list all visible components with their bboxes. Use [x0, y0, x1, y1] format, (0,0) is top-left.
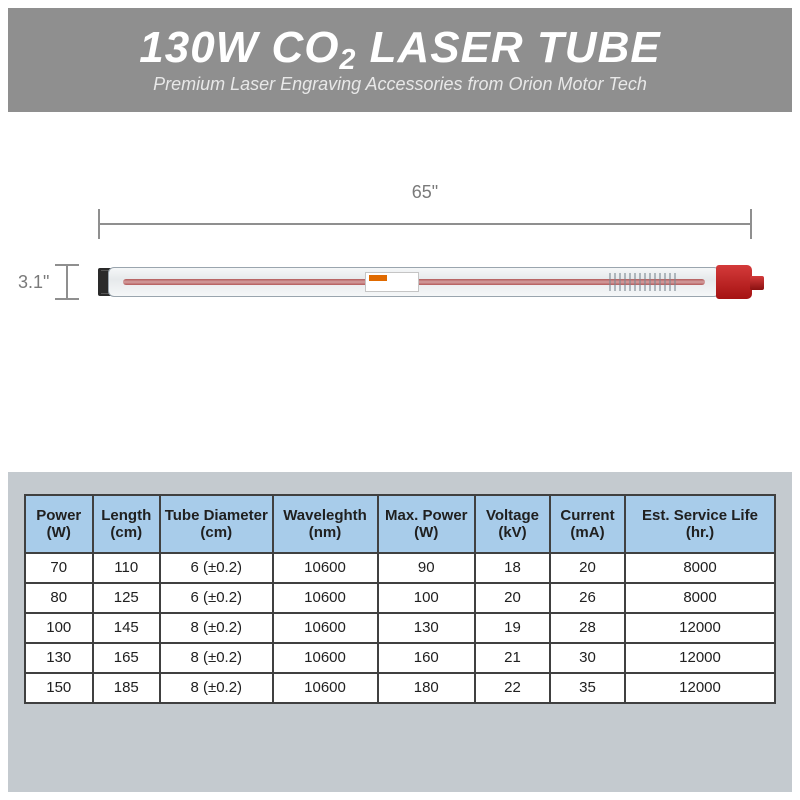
- tube-diagram: 65" 3.1": [18, 182, 782, 382]
- spec-table-head: Power(W)Length(cm)Tube Diameter(cm)Wavel…: [25, 495, 775, 553]
- spec-col-header-l2: (cm): [163, 524, 270, 541]
- table-cell: 130: [25, 643, 93, 673]
- table-cell: 12000: [625, 613, 775, 643]
- page-title: 130W CO2 LASER TUBE: [139, 26, 660, 70]
- spec-table-header-row: Power(W)Length(cm)Tube Diameter(cm)Wavel…: [25, 495, 775, 553]
- header-banner: 130W CO2 LASER TUBE Premium Laser Engrav…: [8, 8, 792, 112]
- table-cell: 160: [378, 643, 476, 673]
- spec-col-header: Length(cm): [93, 495, 161, 553]
- dimension-height-line: [55, 264, 79, 300]
- table-cell: 100: [25, 613, 93, 643]
- spec-col-header-l2: (cm): [96, 524, 158, 541]
- table-cell: 22: [475, 673, 550, 703]
- table-cell: 125: [93, 583, 161, 613]
- table-cell: 6 (±0.2): [160, 583, 273, 613]
- table-row: 801256 (±0.2)1060010020268000: [25, 583, 775, 613]
- table-cell: 10600: [273, 673, 378, 703]
- dimension-length-line: [98, 209, 752, 239]
- spec-col-header: Est. Service Life(hr.): [625, 495, 775, 553]
- table-cell: 12000: [625, 673, 775, 703]
- title-subscript: 2: [339, 44, 356, 76]
- tube-cap-right-icon: [716, 265, 752, 299]
- table-cell: 80: [25, 583, 93, 613]
- spec-col-header-l1: Power: [28, 507, 90, 524]
- spec-col-header-l1: Est. Service Life: [628, 507, 772, 524]
- spec-col-header: Waveleghth(nm): [273, 495, 378, 553]
- table-cell: 30: [550, 643, 625, 673]
- table-cell: 12000: [625, 643, 775, 673]
- spec-col-header-l2: (mA): [553, 524, 622, 541]
- spec-col-header: Voltage(kV): [475, 495, 550, 553]
- spec-col-header-l1: Tube Diameter: [163, 507, 270, 524]
- table-cell: 110: [93, 553, 161, 583]
- table-cell: 100: [378, 583, 476, 613]
- spec-col-header-l1: Max. Power: [381, 507, 473, 524]
- table-cell: 28: [550, 613, 625, 643]
- spec-col-header-l2: (hr.): [628, 524, 772, 541]
- table-cell: 8 (±0.2): [160, 643, 273, 673]
- title-prefix: 130W CO: [139, 23, 339, 72]
- table-cell: 18: [475, 553, 550, 583]
- table-cell: 8 (±0.2): [160, 613, 273, 643]
- title-suffix: LASER TUBE: [356, 23, 660, 72]
- tube-nozzle-icon: [750, 276, 764, 290]
- spec-col-header-l1: Waveleghth: [276, 507, 375, 524]
- dimension-length-label: 65": [98, 182, 752, 203]
- table-cell: 10600: [273, 583, 378, 613]
- dimension-length: 65": [98, 182, 752, 239]
- spec-col-header: Max. Power(W): [378, 495, 476, 553]
- tube-body: [108, 267, 720, 297]
- table-cell: 165: [93, 643, 161, 673]
- spec-col-header: Power(W): [25, 495, 93, 553]
- dimension-height: 3.1": [18, 264, 88, 300]
- table-cell: 150: [25, 673, 93, 703]
- table-cell: 6 (±0.2): [160, 553, 273, 583]
- table-row: 1501858 (±0.2)10600180223512000: [25, 673, 775, 703]
- spec-table-container: Power(W)Length(cm)Tube Diameter(cm)Wavel…: [8, 472, 792, 792]
- table-cell: 26: [550, 583, 625, 613]
- table-cell: 20: [475, 583, 550, 613]
- table-cell: 8 (±0.2): [160, 673, 273, 703]
- table-row: 1301658 (±0.2)10600160213012000: [25, 643, 775, 673]
- spec-col-header: Tube Diameter(cm): [160, 495, 273, 553]
- spec-col-header-l1: Current: [553, 507, 622, 524]
- table-cell: 8000: [625, 553, 775, 583]
- table-cell: 185: [93, 673, 161, 703]
- spec-col-header-l2: (W): [381, 524, 473, 541]
- table-row: 701106 (±0.2)106009018208000: [25, 553, 775, 583]
- spec-table: Power(W)Length(cm)Tube Diameter(cm)Wavel…: [24, 494, 776, 704]
- table-cell: 10600: [273, 553, 378, 583]
- table-row: 1001458 (±0.2)10600130192812000: [25, 613, 775, 643]
- spec-table-body: 701106 (±0.2)106009018208000801256 (±0.2…: [25, 553, 775, 703]
- table-cell: 19: [475, 613, 550, 643]
- spec-col-header: Current(mA): [550, 495, 625, 553]
- page-subtitle: Premium Laser Engraving Accessories from…: [153, 74, 647, 95]
- spec-col-header-l2: (nm): [276, 524, 375, 541]
- table-cell: 180: [378, 673, 476, 703]
- table-cell: 35: [550, 673, 625, 703]
- table-cell: 130: [378, 613, 476, 643]
- laser-tube-illustration: [98, 264, 752, 300]
- spec-col-header-l2: (kV): [478, 524, 547, 541]
- spec-col-header-l1: Voltage: [478, 507, 547, 524]
- table-cell: 145: [93, 613, 161, 643]
- page: 130W CO2 LASER TUBE Premium Laser Engrav…: [0, 0, 800, 800]
- table-cell: 8000: [625, 583, 775, 613]
- dimension-height-label: 3.1": [18, 272, 49, 293]
- spec-col-header-l2: (W): [28, 524, 90, 541]
- table-cell: 10600: [273, 613, 378, 643]
- tube-warning-label: [365, 272, 419, 292]
- table-cell: 10600: [273, 643, 378, 673]
- table-cell: 90: [378, 553, 476, 583]
- table-cell: 20: [550, 553, 625, 583]
- table-cell: 70: [25, 553, 93, 583]
- table-cell: 21: [475, 643, 550, 673]
- spec-col-header-l1: Length: [96, 507, 158, 524]
- tube-coil: [609, 273, 679, 291]
